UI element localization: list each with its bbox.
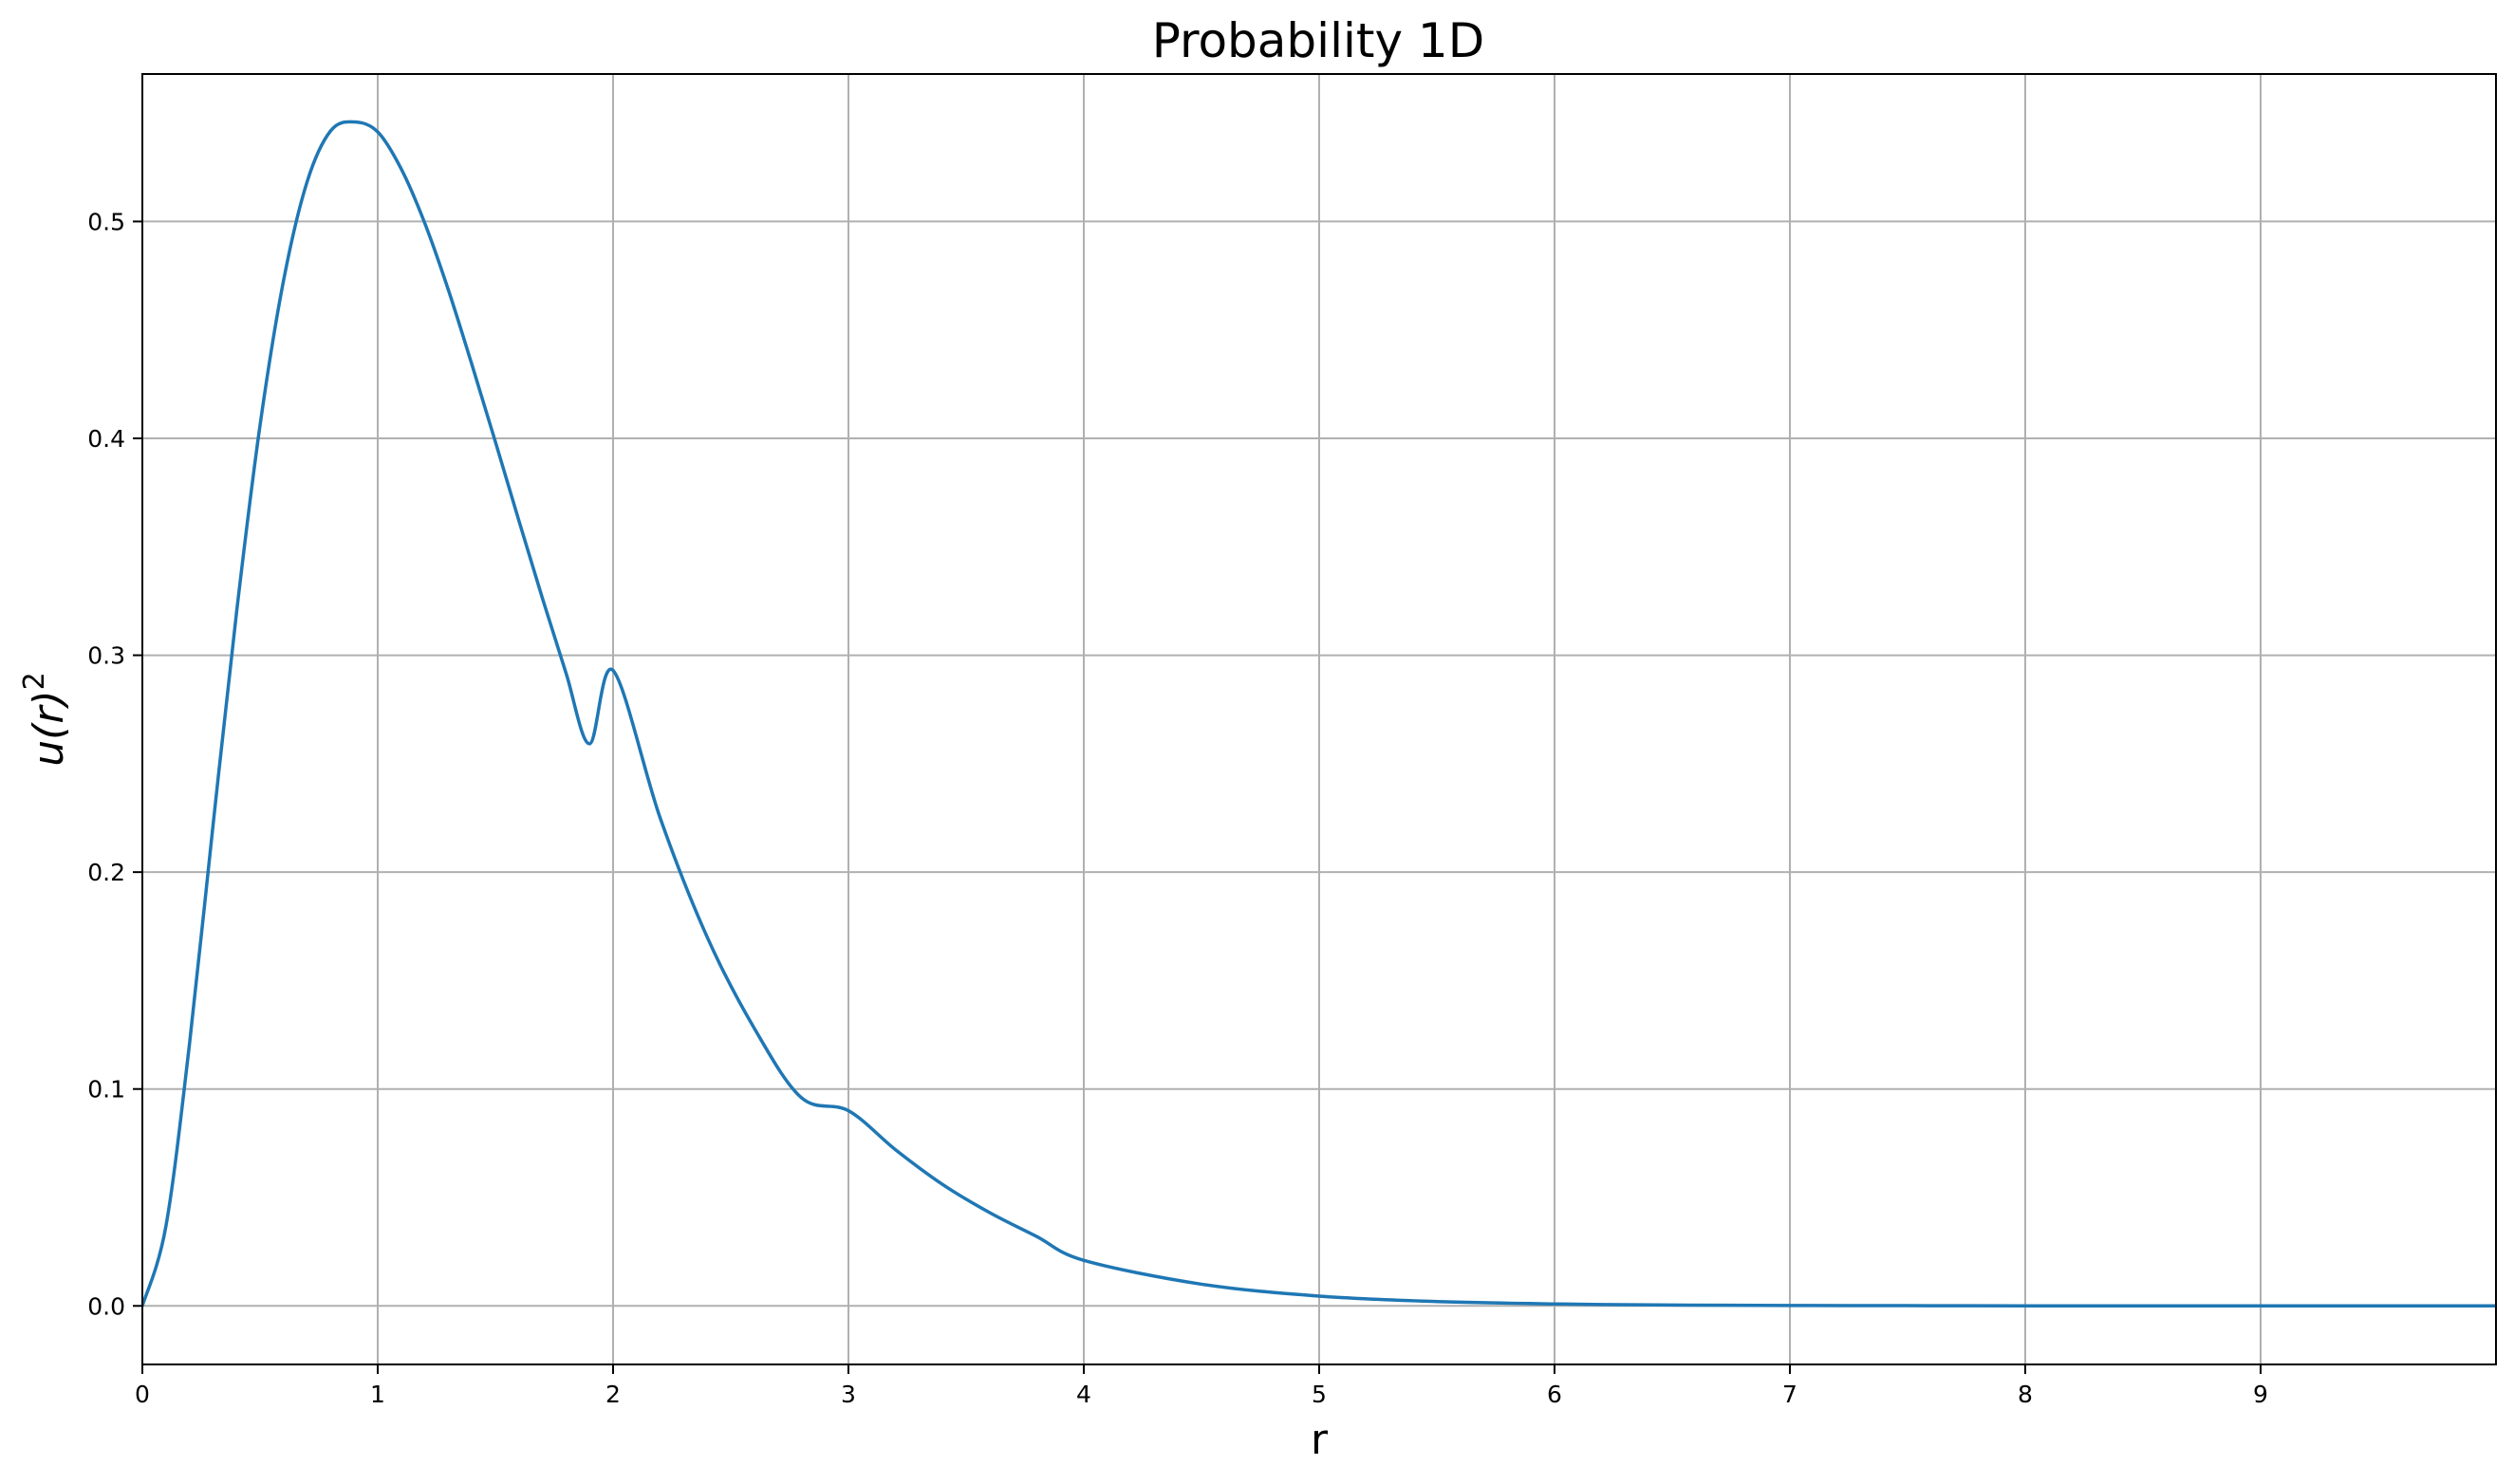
y-tick-label: 0.1 <box>87 1076 125 1104</box>
y-axis-label: u(r)2 <box>18 672 73 766</box>
x-tick-label: 2 <box>605 1381 621 1408</box>
x-tick-label: 9 <box>2253 1381 2268 1408</box>
x-tick-label: 7 <box>1782 1381 1797 1408</box>
x-tick-label: 4 <box>1076 1381 1091 1408</box>
x-tick-label: 0 <box>135 1381 150 1408</box>
y-axis-label-superscript: 2 <box>18 672 51 690</box>
plot-frame <box>141 73 2497 1365</box>
series-line <box>142 120 2496 1308</box>
y-axis-label-group: u(r)2 <box>18 672 73 766</box>
x-axis-label: r <box>1311 1416 1329 1464</box>
y-tick-label: 0.2 <box>87 859 125 886</box>
x-tick-label: 1 <box>370 1381 385 1408</box>
x-tick-label: 8 <box>2018 1381 2033 1408</box>
y-tick-label: 0.5 <box>87 208 125 235</box>
x-tick-label: 6 <box>1547 1381 1562 1408</box>
chart-title: Probability 1D <box>1152 13 1485 68</box>
x-tick-label: 5 <box>1312 1381 1327 1408</box>
y-tick-label: 0.0 <box>87 1292 125 1320</box>
y-axis-label-main: u(r) <box>25 690 73 766</box>
x-tick-label: 3 <box>841 1381 856 1408</box>
y-tick-label: 0.3 <box>87 642 125 670</box>
y-tick-label: 0.4 <box>87 425 125 453</box>
axis-ticks: 0 1 2 3 4 5 6 7 8 9 0.0 0.1 0.2 0.3 0.4 0.5 <box>87 208 2268 1408</box>
